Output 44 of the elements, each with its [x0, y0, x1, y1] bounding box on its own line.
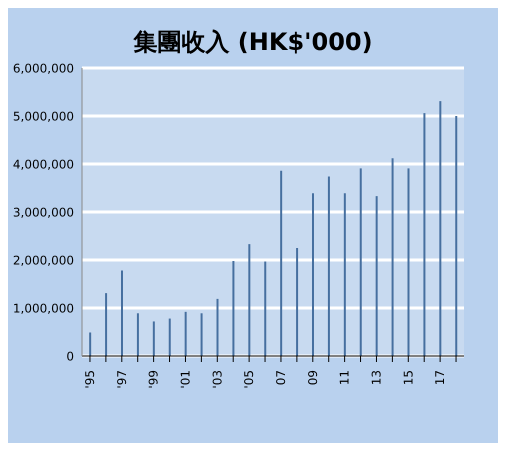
x-tick-label: '97: [114, 370, 129, 389]
bar: [89, 332, 92, 356]
x-tick-label: 11: [338, 370, 352, 386]
bar: [136, 313, 139, 356]
x-tick-label: 07: [274, 370, 288, 386]
x-tick-label: 09: [306, 370, 320, 386]
bar: [296, 248, 298, 356]
bar: [232, 260, 234, 356]
y-tick-label: 0: [66, 349, 74, 364]
bar: [168, 318, 171, 356]
bar: [455, 116, 458, 356]
chart-title: 集團收入 (HK$'000): [132, 27, 374, 58]
y-tick-label: 3,000,000: [12, 205, 74, 220]
bar: [360, 168, 362, 356]
bar: [439, 101, 442, 356]
x-tick-label: 17: [433, 370, 448, 386]
bar: [264, 261, 266, 356]
bar: [376, 196, 378, 356]
bar: [105, 293, 108, 356]
bar: [328, 176, 330, 356]
bar: [280, 170, 282, 356]
bar: [344, 193, 346, 356]
x-tick-label: '01: [178, 370, 192, 389]
y-tick-label: 5,000,000: [12, 109, 74, 124]
x-tick-label: 15: [401, 370, 416, 386]
y-tick-label: 1,000,000: [12, 301, 74, 316]
bar: [392, 158, 394, 356]
x-tick-label: '95: [82, 370, 97, 389]
bar: [200, 313, 203, 356]
bar: [423, 113, 426, 356]
bar: [312, 193, 314, 356]
bar: [184, 312, 187, 356]
bar: [248, 244, 250, 356]
y-tick-label: 6,000,000: [12, 61, 74, 76]
bar: [152, 321, 155, 356]
bar: [407, 168, 410, 356]
x-tick-label: '05: [242, 370, 256, 389]
bar: [216, 298, 218, 356]
bar: [120, 270, 123, 356]
x-tick-label: '03: [210, 370, 224, 389]
y-tick-label: 4,000,000: [12, 157, 74, 172]
x-tick-label: '99: [146, 370, 161, 389]
y-tick-label: 2,000,000: [12, 253, 74, 268]
x-tick-label: 13: [369, 370, 384, 386]
